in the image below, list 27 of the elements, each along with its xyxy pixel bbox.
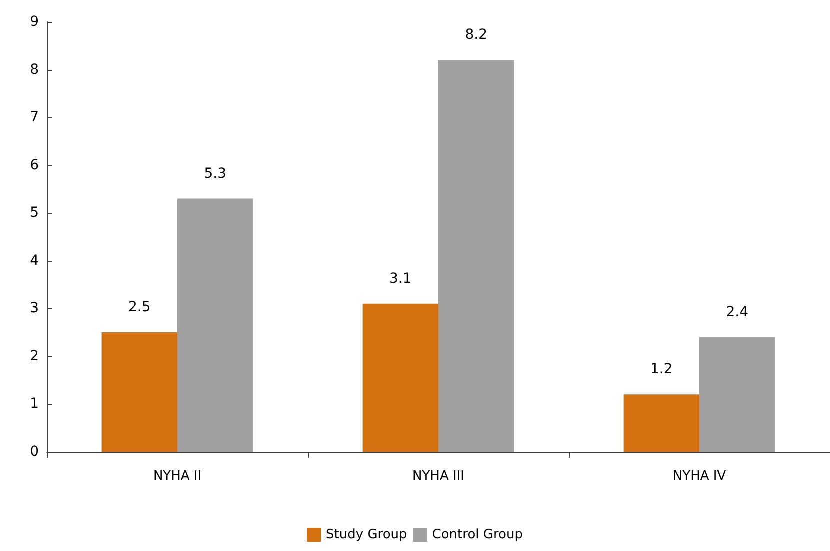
y-tick-label: 0 xyxy=(30,444,39,460)
bar xyxy=(362,304,438,452)
data-label: 1.2 xyxy=(650,362,673,378)
data-label: 3.1 xyxy=(390,270,412,287)
y-tick-label: 1 xyxy=(30,396,39,412)
y-tick-label: 2 xyxy=(30,348,39,364)
x-tick-label: NYHA IV xyxy=(672,469,726,484)
y-tick-label: 3 xyxy=(30,300,39,317)
y-tick-label: 5 xyxy=(30,205,39,222)
y-tick-label: 6 xyxy=(30,157,40,174)
bar xyxy=(624,394,700,452)
bar xyxy=(178,198,254,452)
y-tick-label: 4 xyxy=(30,252,40,269)
y-tick-label: 8 xyxy=(30,62,39,78)
y-tick-label: 9 xyxy=(30,14,39,30)
data-label: 5.3 xyxy=(204,166,226,182)
bar xyxy=(438,60,514,452)
data-label: 2.4 xyxy=(726,304,749,320)
bar xyxy=(102,332,178,452)
x-tick-label: NYHA II xyxy=(153,469,202,484)
bar xyxy=(700,337,776,452)
data-label: 2.5 xyxy=(128,300,151,316)
legend-label: Control Group xyxy=(432,528,523,542)
legend-label: Study Group xyxy=(326,528,408,542)
data-label: 8.2 xyxy=(465,27,488,44)
y-tick-label: 7 xyxy=(30,110,39,126)
x-tick-label: NYHA III xyxy=(412,469,464,484)
